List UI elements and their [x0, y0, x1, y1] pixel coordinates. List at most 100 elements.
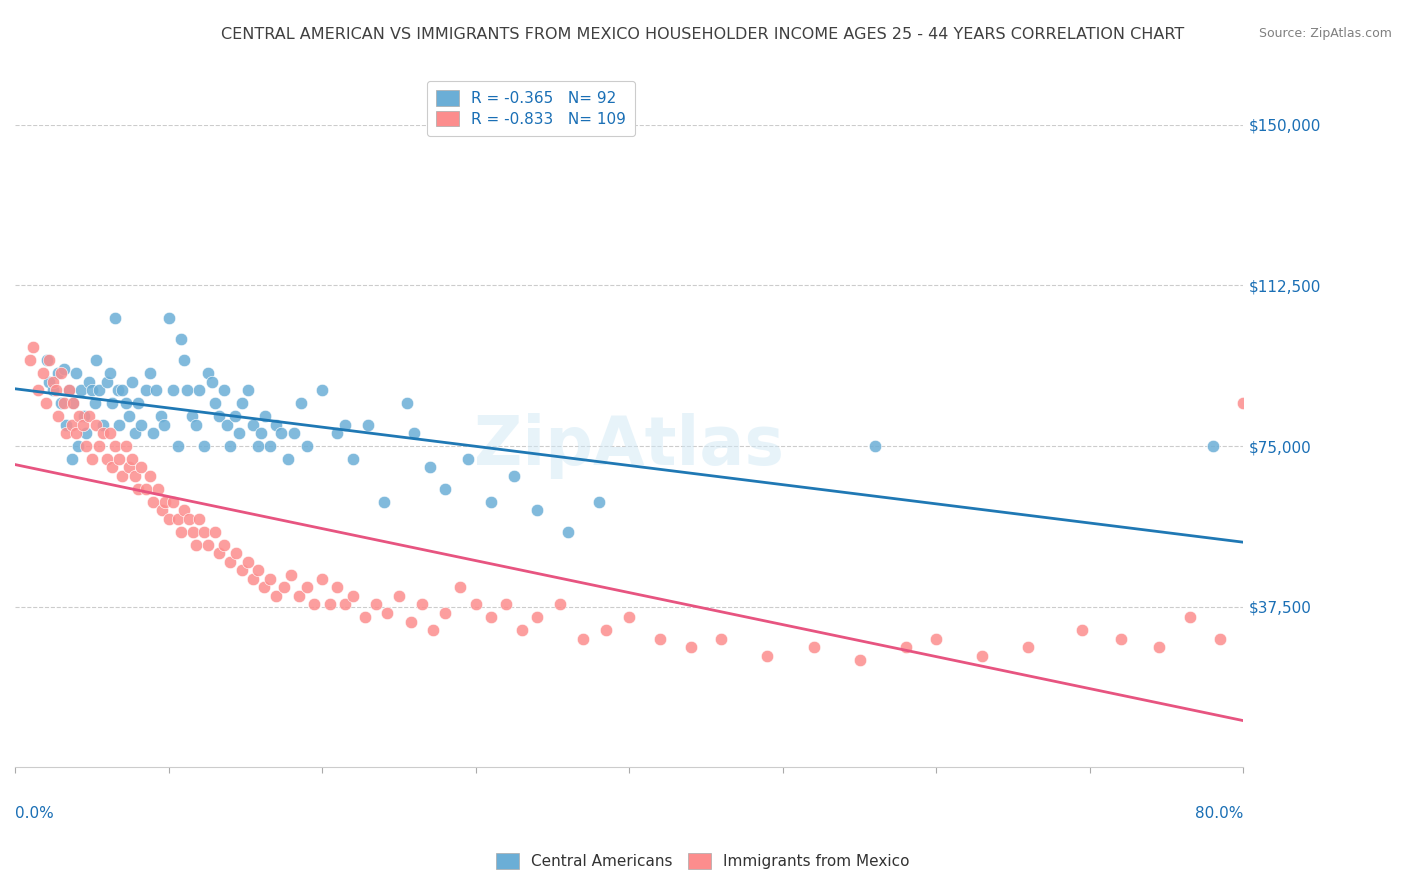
Point: [803, 640, 825, 655]
Point: [70, 384, 93, 398]
Point: [290, 396, 312, 410]
Text: CENTRAL AMERICAN VS IMMIGRANTS FROM MEXICO HOUSEHOLDER INCOME AGES 25 - 44 YEARS: CENTRAL AMERICAN VS IMMIGRANTS FROM MEXI…: [221, 27, 1185, 42]
Text: 80.0%: 80.0%: [1195, 805, 1243, 821]
Text: ZipAtlas: ZipAtlas: [474, 413, 785, 479]
Point: [75, 426, 97, 441]
Point: [238, 384, 260, 398]
Point: [27, 384, 49, 398]
Point: [127, 396, 149, 410]
Point: [108, 417, 131, 432]
Text: Source: ZipAtlas.com: Source: ZipAtlas.com: [1258, 27, 1392, 40]
Point: [89, 439, 111, 453]
Point: [231, 396, 253, 410]
Point: [495, 598, 517, 612]
Point: [295, 580, 318, 594]
Point: [219, 439, 242, 453]
Point: [510, 624, 533, 638]
Legend: R = -0.365   N= 92, R = -0.833   N= 109: R = -0.365 N= 92, R = -0.833 N= 109: [427, 81, 636, 136]
Point: [342, 589, 364, 603]
Point: [503, 469, 526, 483]
Point: [648, 632, 671, 646]
Point: [212, 384, 235, 398]
Point: [373, 494, 395, 508]
Point: [124, 469, 146, 483]
Point: [60, 417, 83, 432]
Point: [357, 417, 380, 432]
Point: [246, 563, 269, 577]
Point: [277, 451, 299, 466]
Point: [53, 362, 76, 376]
Point: [863, 439, 886, 453]
Point: [479, 610, 502, 624]
Point: [433, 606, 456, 620]
Point: [155, 494, 177, 508]
Point: [100, 460, 122, 475]
Point: [215, 417, 238, 432]
Point: [139, 469, 162, 483]
Point: [254, 409, 277, 423]
Point: [364, 598, 387, 612]
Point: [145, 384, 167, 398]
Point: [449, 580, 471, 594]
Point: [31, 366, 53, 380]
Point: [288, 589, 311, 603]
Point: [419, 460, 441, 475]
Point: [280, 567, 302, 582]
Point: [1232, 396, 1254, 410]
Point: [395, 396, 418, 410]
Point: [124, 426, 146, 441]
Point: [60, 451, 83, 466]
Point: [80, 451, 103, 466]
Point: [572, 632, 595, 646]
Point: [83, 396, 105, 410]
Point: [212, 537, 235, 551]
Point: [1071, 624, 1094, 638]
Point: [22, 341, 45, 355]
Point: [326, 580, 349, 594]
Point: [173, 503, 195, 517]
Point: [588, 494, 610, 508]
Point: [1109, 632, 1132, 646]
Point: [62, 396, 84, 410]
Point: [49, 366, 72, 380]
Point: [188, 384, 211, 398]
Point: [72, 417, 94, 432]
Point: [173, 353, 195, 368]
Point: [333, 598, 356, 612]
Point: [91, 417, 114, 432]
Point: [42, 384, 65, 398]
Point: [399, 615, 422, 629]
Point: [311, 572, 333, 586]
Point: [526, 610, 548, 624]
Point: [1147, 640, 1170, 655]
Point: [42, 375, 65, 389]
Point: [111, 384, 134, 398]
Point: [65, 366, 87, 380]
Point: [86, 417, 108, 432]
Point: [20, 353, 42, 368]
Point: [86, 353, 108, 368]
Point: [142, 426, 165, 441]
Point: [249, 426, 271, 441]
Point: [157, 512, 180, 526]
Point: [186, 537, 208, 551]
Point: [253, 580, 276, 594]
Point: [170, 524, 193, 539]
Point: [246, 439, 269, 453]
Point: [180, 409, 202, 423]
Point: [311, 384, 333, 398]
Point: [162, 384, 184, 398]
Point: [526, 503, 548, 517]
Point: [55, 417, 77, 432]
Point: [69, 409, 91, 423]
Point: [117, 460, 139, 475]
Point: [548, 598, 571, 612]
Point: [1017, 640, 1039, 655]
Point: [111, 469, 134, 483]
Point: [170, 332, 193, 346]
Point: [46, 366, 69, 380]
Point: [114, 439, 136, 453]
Point: [457, 451, 479, 466]
Point: [464, 598, 486, 612]
Point: [80, 384, 103, 398]
